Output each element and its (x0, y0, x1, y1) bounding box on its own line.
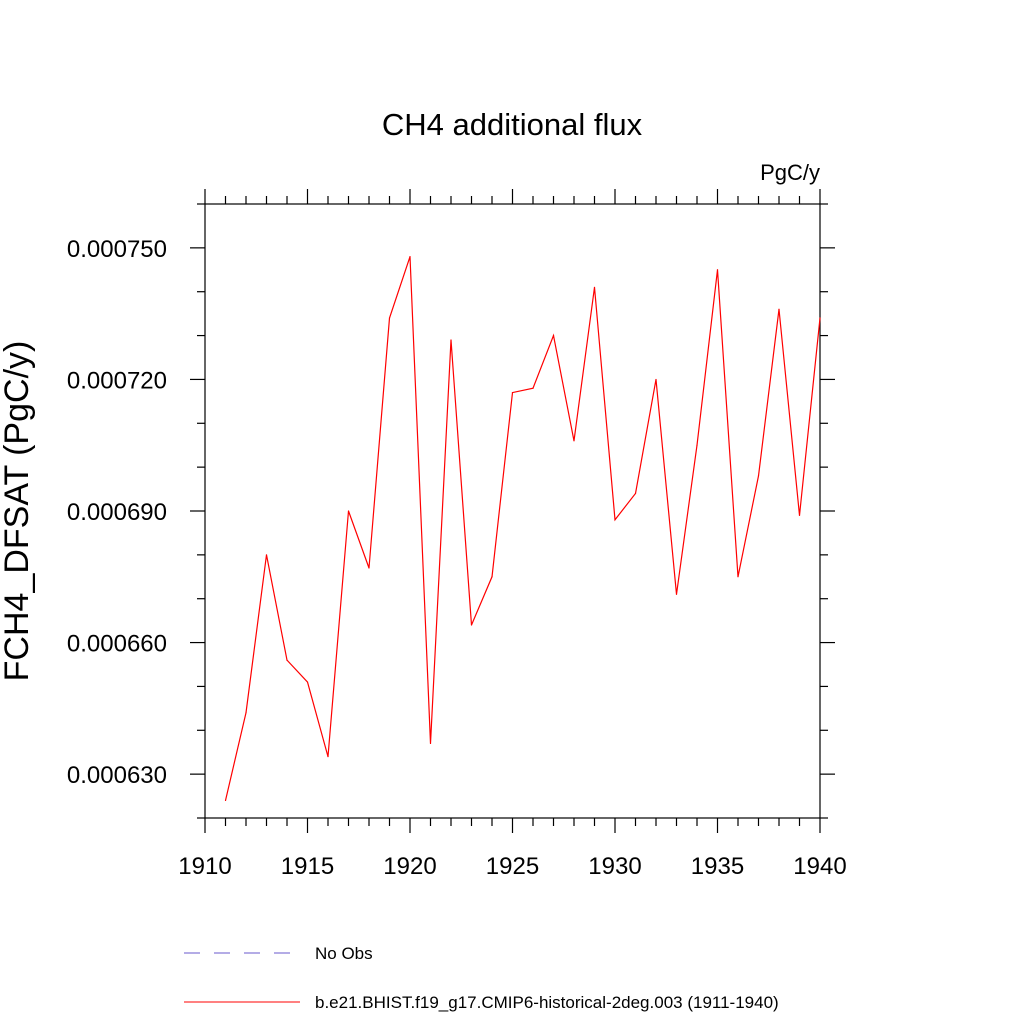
x-tick-label: 1925 (486, 853, 539, 880)
data-point (429, 742, 432, 745)
x-tick-label: 1940 (793, 853, 846, 880)
data-point (245, 712, 247, 714)
x-tick-label: 1935 (691, 853, 744, 880)
data-point (450, 339, 452, 341)
y-tick-label: 0.000720 (67, 367, 167, 394)
data-point (511, 391, 514, 394)
data-point (388, 317, 391, 319)
legend: No Obs b.e21.BHIST.f19_g17.CMIP6-historic… (184, 944, 779, 1012)
data-point (778, 308, 780, 310)
axis-tick-labels: 1910 1915 1920 1925 1930 1935 1940 0.000630 0.00… (67, 236, 847, 880)
x-tick-label: 1930 (588, 853, 641, 880)
data-point (655, 378, 657, 381)
data-point (819, 317, 821, 319)
data-point (675, 593, 678, 595)
chart-title: CH4 additional flux (382, 107, 643, 142)
legend-label: b.e21.BHIST.f19_g17.CMIP6-historical-2de… (315, 993, 779, 1012)
data-point (532, 387, 534, 389)
data-point (368, 567, 370, 569)
data-point (552, 334, 555, 337)
data-point (634, 492, 637, 495)
data-point (614, 519, 616, 521)
data-point (470, 624, 473, 626)
data-point (265, 554, 268, 556)
y-tick-label: 0.000690 (67, 499, 167, 526)
y-tick-label: 0.000630 (67, 762, 167, 789)
data-point (224, 799, 227, 802)
x-tick-label: 1910 (178, 853, 231, 880)
legend-label: No Obs (315, 944, 373, 963)
data-point (347, 510, 350, 512)
data-point (798, 514, 801, 516)
data-point (573, 440, 575, 442)
plot-frame (204, 203, 821, 819)
y-tick-label: 0.000660 (67, 631, 167, 658)
data-point (491, 576, 493, 578)
data-point (409, 256, 411, 258)
y-tick-label: 0.000750 (67, 236, 167, 263)
x-tick-label: 1915 (281, 853, 334, 880)
data-point (593, 286, 596, 288)
y-axis-label: FCH4_DFSAT (PgC/y) (0, 341, 36, 682)
data-point (306, 681, 309, 683)
axis-ticks (190, 189, 835, 833)
data-point (716, 269, 719, 271)
data-point (327, 756, 329, 758)
data-point (696, 444, 698, 446)
series-line-0 (224, 256, 821, 801)
x-tick-label: 1920 (383, 853, 436, 880)
data-point (286, 659, 288, 661)
data-point (757, 475, 760, 477)
data-point (737, 576, 739, 578)
series-group (224, 256, 821, 802)
units-label: PgC/y (760, 160, 820, 185)
